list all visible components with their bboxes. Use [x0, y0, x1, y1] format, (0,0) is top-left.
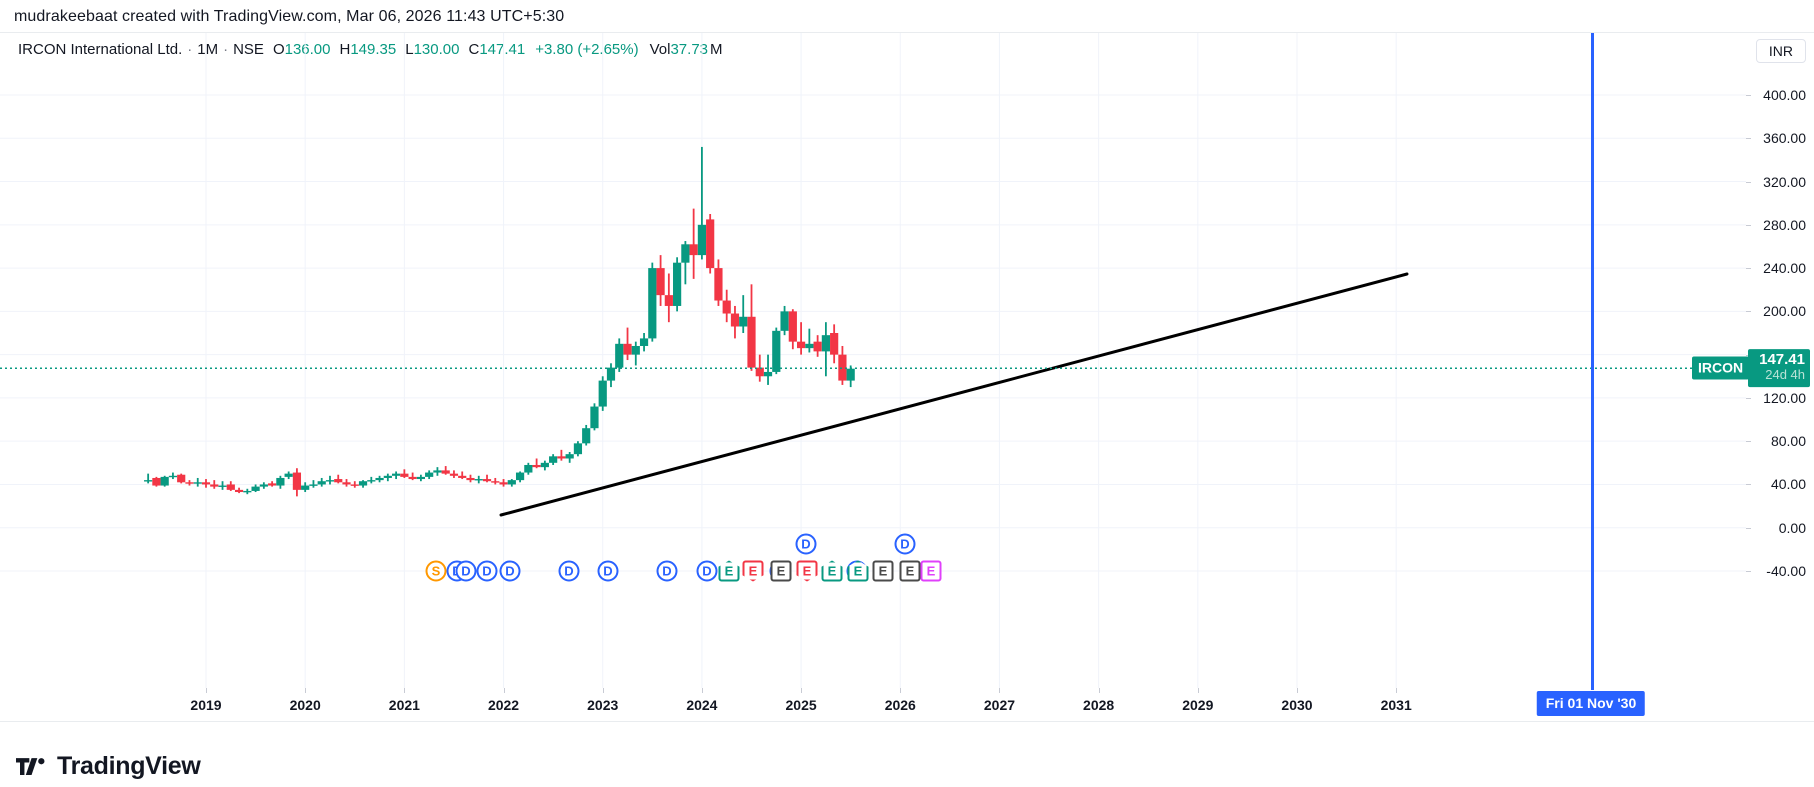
time-axis[interactable]: 2019 2020 2021 2022 2023 2024 2025 2026 2027 2028…: [0, 688, 1814, 722]
time-axis-tick: 2024: [686, 697, 718, 713]
tradingview-logo-icon: [16, 757, 45, 775]
time-axis-tickmark: [1396, 688, 1398, 693]
interval-label[interactable]: 1M: [197, 41, 219, 58]
chart-plot-area[interactable]: [0, 33, 1746, 688]
chart-legend[interactable]: IRCON International Ltd. · 1M · NSE O 13…: [18, 41, 723, 58]
price-axis-tickmark: [1746, 397, 1751, 399]
open-value: 136.00: [284, 41, 331, 58]
time-axis-tick: 2020: [289, 697, 321, 713]
high-label: H: [339, 41, 351, 58]
time-axis-tick: 2025: [785, 697, 817, 713]
time-axis-tickmark: [503, 688, 505, 693]
vertical-cursor-line[interactable]: [1591, 33, 1594, 690]
price-axis-tick: 400.00: [1763, 87, 1806, 103]
time-axis-tick: 2031: [1380, 697, 1412, 713]
price-axis-tick: -40.00: [1766, 563, 1806, 579]
price-axis-tickmark: [1746, 484, 1751, 486]
price-axis-tickmark: [1746, 224, 1751, 226]
tradingview-branding: TradingView: [16, 752, 201, 781]
symbol-name[interactable]: IRCON International Ltd.: [18, 41, 183, 58]
time-axis-tickmark: [404, 688, 406, 693]
price-axis-tickmark: [1746, 268, 1751, 270]
time-axis-tick: 2029: [1182, 697, 1214, 713]
price-axis-tickmark: [1746, 571, 1751, 572]
price-axis-tick: 40.00: [1770, 476, 1806, 493]
open-label: O: [272, 41, 285, 58]
time-axis-tick: 2021: [388, 697, 420, 713]
close-label: C: [468, 41, 480, 58]
price-axis-tickmark: [1746, 95, 1751, 96]
price-axis-tick: 80.00: [1770, 433, 1806, 450]
price-axis-tickmark: [1746, 138, 1751, 140]
exchange-label: NSE: [233, 41, 264, 58]
high-value: 149.35: [350, 41, 397, 58]
time-axis-tick: 2027: [983, 697, 1016, 713]
current-price-value: 147.41: [1759, 351, 1805, 369]
close-value: 147.41: [479, 41, 526, 58]
time-axis-tick: 2028: [1083, 697, 1115, 713]
time-axis-tickmark: [999, 688, 1001, 693]
time-axis-tick: 2030: [1281, 697, 1313, 713]
time-axis-tickmark: [1098, 688, 1100, 693]
attribution-text: mudrakeebaat created with TradingView.co…: [14, 8, 565, 25]
tradingview-wordmark: TradingView: [57, 752, 201, 780]
time-axis-tickmark: [206, 688, 207, 693]
price-axis-tick: 240.00: [1763, 260, 1806, 277]
price-axis[interactable]: INR 400.00 360.00 320.00 280.00 240.00 200.00…: [1746, 33, 1814, 688]
price-axis-tick: 120.00: [1763, 389, 1806, 406]
price-axis-tickmark: [1746, 311, 1751, 313]
change-value: +3.80 (+2.65%): [535, 41, 639, 58]
price-axis-tick: 200.00: [1763, 303, 1806, 320]
candlestick-svg: [0, 33, 1746, 688]
low-label: L: [405, 41, 414, 58]
volume-label: Vol: [649, 41, 671, 58]
volume-value: 37.73: [670, 41, 709, 58]
price-axis-tick: 360.00: [1763, 130, 1806, 147]
bar-countdown: 24d 4h: [1765, 367, 1805, 383]
legend-separator-1: ·: [187, 41, 193, 58]
price-axis-tickmark: [1746, 181, 1751, 183]
legend-separator-2: ·: [223, 41, 229, 58]
time-axis-tick: 2026: [884, 697, 916, 713]
price-axis-tick: 280.00: [1763, 216, 1806, 233]
price-axis-tickmark: [1746, 441, 1751, 443]
time-axis-tickmark: [602, 688, 604, 693]
ticker-price-tag[interactable]: IRCON: [1692, 356, 1750, 380]
time-axis-tickmark: [1297, 688, 1298, 693]
current-price-badge[interactable]: 147.41 24d 4h: [1748, 349, 1810, 388]
time-axis-tick: 2019: [190, 697, 222, 713]
price-axis-tickmark: [1746, 527, 1751, 529]
header-divider: [0, 32, 1814, 33]
volume-unit: M: [710, 41, 723, 58]
price-axis-tick: 320.00: [1763, 173, 1806, 190]
time-axis-tickmark: [305, 688, 307, 693]
time-axis-tickmark: [900, 688, 902, 693]
time-axis-bottom-border: [0, 721, 1814, 722]
currency-badge[interactable]: INR: [1755, 39, 1806, 63]
time-axis-tickmark: [801, 688, 803, 693]
low-value: 130.00: [413, 41, 460, 58]
time-axis-tick: 2022: [487, 697, 520, 713]
time-axis-tick: 2023: [587, 697, 619, 713]
price-axis-tick: 0.00: [1778, 519, 1806, 536]
time-cursor-label[interactable]: Fri 01 Nov '30: [1536, 691, 1646, 716]
time-axis-tickmark: [701, 688, 703, 693]
time-axis-tickmark: [1197, 688, 1199, 693]
